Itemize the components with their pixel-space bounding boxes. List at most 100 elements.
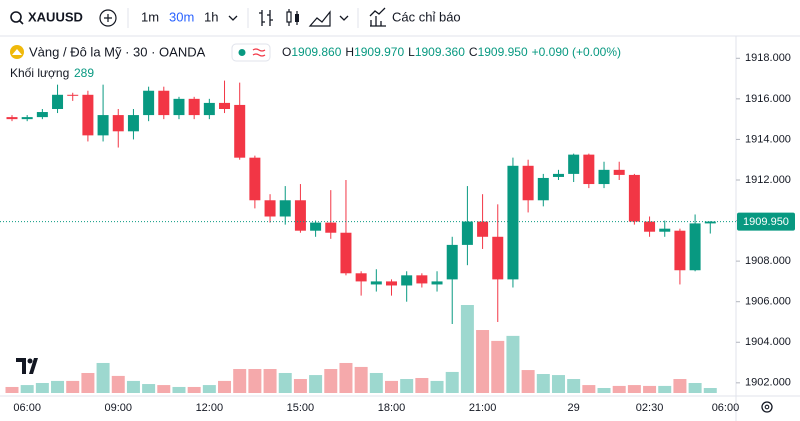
area-icon[interactable] (308, 10, 331, 27)
candle-body (492, 236, 504, 280)
x-tick-label: 02:30 (636, 402, 664, 414)
legend-change: +0.090 (+0.00%) (532, 45, 621, 59)
candle-body (264, 200, 276, 217)
candle-body (279, 200, 291, 217)
legend-value: 1909.950 (478, 45, 528, 59)
legend-value: 1909.970 (354, 45, 404, 59)
tv-logo (27, 358, 33, 364)
market-status[interactable] (231, 43, 271, 62)
volume-bar (536, 374, 550, 393)
volume-bar (66, 380, 80, 393)
candle-body (613, 169, 625, 175)
volume-bar (673, 379, 687, 393)
candle-body (82, 94, 94, 136)
volume-bar (339, 362, 353, 393)
volume-bar (51, 380, 65, 393)
candle-body (188, 98, 200, 116)
volume-bar (248, 369, 262, 393)
bar-icon[interactable] (259, 10, 273, 26)
x-tick-label: 06:00 (712, 402, 740, 414)
volume-bar (612, 385, 626, 393)
candle-icon[interactable] (286, 11, 292, 23)
candle-body (173, 98, 185, 116)
candle-body (689, 223, 701, 271)
volume-bar (445, 371, 459, 393)
volume-bar (187, 386, 201, 393)
candle-body (234, 104, 246, 158)
candle-body (36, 112, 48, 118)
symbol[interactable]: XAUUSD (28, 9, 83, 24)
candle-icon (288, 9, 298, 26)
candle-body (659, 228, 671, 232)
search-icon (18, 19, 24, 25)
volume-bar (491, 340, 505, 393)
candle-body (598, 169, 610, 185)
indicators-button[interactable]: Các chỉ báo (392, 9, 461, 24)
legend-value: 1909.860 (291, 45, 341, 59)
volume-label: Khối lượng (10, 66, 69, 80)
volume-bar (506, 335, 520, 393)
y-tick-label: 1906.000 (745, 296, 791, 308)
volume-bar (218, 380, 232, 393)
indicators-icon[interactable] (369, 7, 386, 27)
plot-area: 1902.0001904.0001906.0001908.0001910.000… (0, 52, 795, 414)
candle-body (446, 244, 458, 280)
volume-bar (688, 382, 702, 393)
volume-bar (415, 377, 429, 393)
interval[interactable]: 1h (204, 9, 218, 24)
volume-bar (703, 388, 717, 393)
interval-active[interactable]: 30m (169, 9, 194, 24)
volume-bar (430, 380, 444, 393)
candle-body (310, 222, 322, 231)
candle-body (219, 102, 231, 109)
volume-bar (233, 369, 247, 393)
interval[interactable]: 1m (141, 9, 159, 24)
volume-bar (521, 370, 535, 393)
settings-icon[interactable] (761, 401, 773, 413)
candle-body (386, 281, 397, 286)
volume-bar (35, 382, 49, 393)
candle-body (143, 90, 155, 116)
legend-label: C (469, 45, 478, 59)
y-tick-label: 1902.000 (745, 377, 791, 389)
legend-value: 1909.360 (415, 45, 465, 59)
candle-body (127, 115, 139, 132)
last-price-label: 1909.950 (743, 216, 789, 228)
volume-bar (385, 380, 398, 393)
symbol-logo (12, 49, 22, 55)
ohlc-legend: O1909.860 H1909.970 L1909.360 C1909.950 +0.0… (282, 45, 621, 59)
y-tick-label: 1914.000 (745, 133, 791, 145)
chevron[interactable] (228, 15, 238, 21)
volume-bar (293, 379, 307, 393)
legend-title: Vàng / Đô la Mỹ · 30 · OANDA (29, 44, 206, 59)
settings-icon (764, 404, 770, 410)
volume-bar (460, 305, 474, 393)
x-tick-label: 15:00 (287, 402, 315, 414)
candle-body (674, 230, 686, 271)
candle-body (704, 221, 716, 224)
candle-body (325, 222, 337, 233)
volume-bar (202, 385, 216, 393)
search-icon[interactable] (10, 11, 22, 23)
add-symbol[interactable] (99, 9, 117, 27)
volume-bar (582, 385, 596, 393)
y-tick-label: 1908.000 (745, 255, 791, 267)
volume-bar (172, 386, 186, 393)
candle-body (431, 281, 443, 285)
candle-body (537, 177, 549, 201)
tv-logo[interactable] (16, 358, 38, 374)
candle-body (522, 165, 534, 201)
volume-bar (142, 384, 156, 393)
volume-bar (627, 385, 641, 393)
candle-body (628, 174, 640, 222)
add-symbol (104, 14, 112, 22)
candle-body (644, 221, 656, 232)
candle-body (461, 221, 473, 245)
legend-label: O (282, 45, 291, 59)
candle-body (6, 117, 18, 120)
volume-bar (643, 385, 657, 393)
chevron[interactable] (339, 15, 349, 21)
candle-body (203, 102, 215, 116)
y-tick-label: 1918.000 (745, 52, 791, 64)
market-status-dot (238, 49, 246, 56)
